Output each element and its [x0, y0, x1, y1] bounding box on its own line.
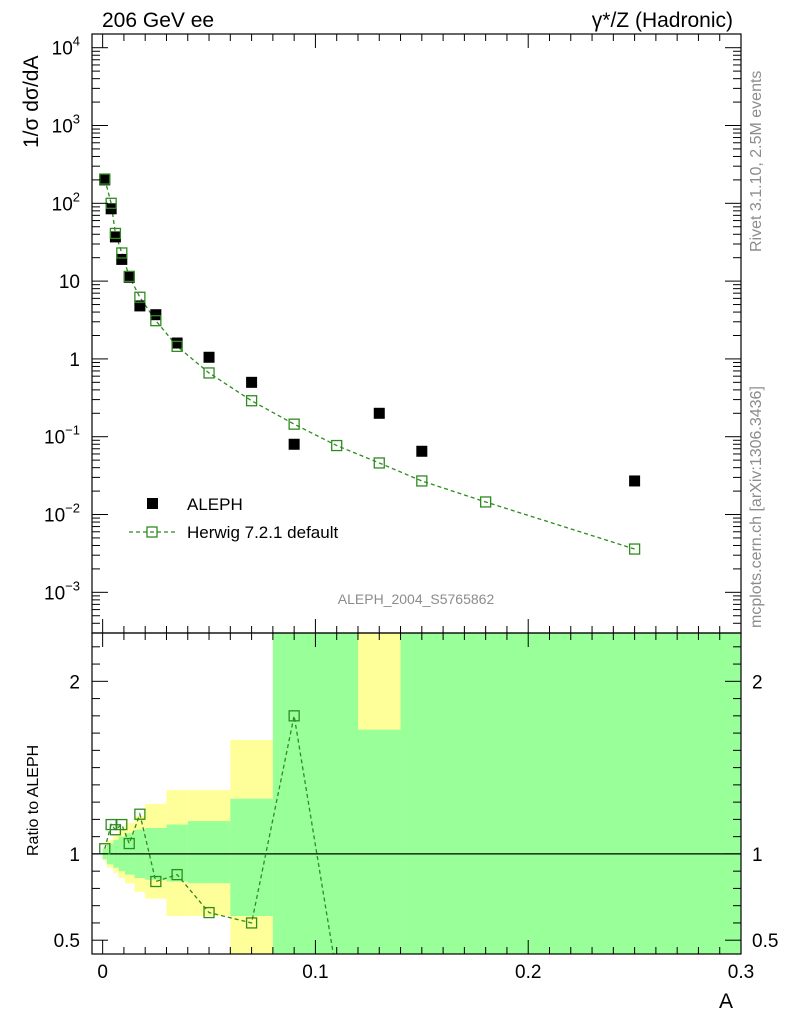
top-y-tick-label-3: 10: [59, 272, 80, 293]
aleph-point-3: [116, 253, 128, 265]
top-y-tick-label-4: 1: [69, 350, 80, 371]
ratio-herwig-point-3: [116, 818, 128, 831]
herwig-point-6: [150, 315, 162, 327]
herwig-point-4: [123, 270, 135, 283]
mc-band-bin-7: [166, 824, 188, 882]
legend-marker-herwig: [146, 526, 158, 538]
ratio-y-tick-label-left-2: 2: [69, 672, 80, 693]
aleph-point-4: [123, 271, 135, 283]
ratio-herwig-point-5: [134, 808, 146, 820]
aleph-point-5: [134, 300, 146, 312]
herwig-point-11: [331, 439, 343, 452]
top-y-axis-label: 1/σ dσ/dA: [20, 56, 43, 148]
aleph-point-13: [416, 445, 428, 457]
header-right-title: γ*/Z (Hadronic): [592, 9, 733, 32]
ratio-herwig-point-6: [150, 875, 162, 888]
ratio-herwig-point-13: [417, 956, 427, 966]
ratio-herwig-point-4: [123, 837, 135, 850]
top-y-tick-label-2: 102: [52, 189, 80, 215]
herwig-point-10: [288, 418, 300, 430]
main-plot-marks: [99, 173, 641, 555]
top-plot-frame: [91, 33, 742, 634]
herwig-point-8: [203, 367, 215, 379]
ratio-herwig-line: [104, 715, 334, 954]
ratio-herwig-point-9: [245, 917, 258, 929]
mc-band-bin-12: [400, 633, 741, 954]
legend-label-aleph: ALEPH: [187, 495, 243, 514]
top-y-tick-label-7: 10−3: [44, 578, 80, 604]
herwig-point-15: [628, 543, 641, 555]
herwig-point-7: [171, 340, 183, 353]
x-tick-label-3: 0.3: [728, 962, 754, 983]
top-y-tick-label-0: 104: [52, 34, 80, 60]
x-axis-label: A: [719, 990, 733, 1013]
header-left-title: 206 GeV ee: [102, 9, 214, 32]
ratio-y-tick-label-left-1: 1: [69, 845, 80, 866]
herwig-point-2: [109, 227, 122, 240]
herwig-point-0: [99, 173, 111, 185]
top-y-tick-label-6: 10−2: [44, 501, 80, 527]
herwig-point-3: [116, 247, 128, 259]
bottom-y-axis-label: Ratio to ALEPH: [25, 745, 42, 856]
ratio-plot-frame: [91, 632, 742, 955]
x-tick-label-1: 0.1: [302, 962, 328, 983]
legend-marker-aleph: [147, 498, 158, 509]
mc-band-bin-9: [230, 798, 273, 917]
aleph-point-15: [629, 475, 641, 487]
ratio-uncertainty-bands: [102, 633, 741, 954]
legend: ALEPH Herwig 7.2.1 default: [129, 495, 338, 542]
top-y-tick-label-5: 10−1: [44, 423, 80, 449]
aleph-point-7: [171, 337, 183, 349]
analysis-id-label: ALEPH_2004_S5765862: [338, 591, 495, 607]
mc-band-bin-8: [187, 821, 231, 884]
x-tick-label-0: 0: [97, 962, 108, 983]
herwig-point-12: [373, 457, 385, 469]
herwig-point-9: [245, 395, 258, 407]
x-tick-label-2: 0.2: [515, 962, 541, 983]
herwig-point-5: [134, 291, 146, 303]
herwig-point-13: [416, 475, 428, 487]
aleph-point-0: [99, 174, 111, 186]
herwig-point-14: [480, 496, 492, 508]
mcplots-label: mcplots.cern.ch [arXiv:1306.3436]: [748, 386, 765, 628]
mc-band-bin-11: [357, 729, 401, 954]
aleph-point-8: [203, 351, 215, 363]
ratio-y-tick-label-right-1: 1: [752, 845, 763, 866]
mc-band-bin-10: [272, 633, 358, 954]
ratio-y-tick-label-right-2: 2: [752, 672, 763, 693]
aleph-point-9: [246, 376, 258, 388]
aleph-point-10: [288, 438, 300, 450]
aleph-point-12: [373, 407, 385, 419]
ratio-herwig-point-7: [171, 868, 183, 881]
ratio-y-tick-label-right-0: 0.5: [752, 931, 778, 952]
top-y-tick-label-1: 103: [52, 112, 80, 138]
aleph-point-6: [150, 309, 162, 321]
legend-label-herwig: Herwig 7.2.1 default: [187, 523, 338, 542]
aleph-point-2: [109, 231, 121, 243]
ratio-herwig-point-10: [288, 710, 300, 722]
ratio-herwig-point-8: [203, 906, 215, 919]
herwig-line: [104, 178, 635, 550]
ratio-y-tick-label-left-0: 0.5: [54, 931, 80, 952]
rivet-version-label: Rivet 3.1.10, 2.5M events: [748, 71, 765, 252]
